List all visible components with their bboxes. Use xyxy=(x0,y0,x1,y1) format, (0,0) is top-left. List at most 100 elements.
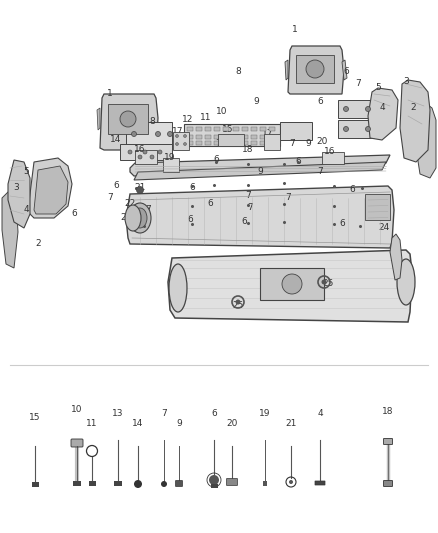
Circle shape xyxy=(167,132,173,136)
Text: 7: 7 xyxy=(317,167,323,176)
Circle shape xyxy=(150,155,154,159)
Text: 2: 2 xyxy=(410,103,416,112)
Circle shape xyxy=(343,107,349,111)
Circle shape xyxy=(236,300,240,304)
Circle shape xyxy=(120,111,136,127)
Text: 7: 7 xyxy=(161,408,167,417)
Text: 6: 6 xyxy=(213,156,219,165)
FancyBboxPatch shape xyxy=(196,127,202,131)
Circle shape xyxy=(365,107,371,111)
Text: 9: 9 xyxy=(257,167,263,176)
Polygon shape xyxy=(342,60,347,80)
Text: 8: 8 xyxy=(149,117,155,126)
FancyBboxPatch shape xyxy=(223,141,230,145)
FancyBboxPatch shape xyxy=(176,481,183,487)
Text: 6: 6 xyxy=(113,182,119,190)
Polygon shape xyxy=(288,46,344,94)
Circle shape xyxy=(137,187,144,193)
Text: 7: 7 xyxy=(109,125,115,134)
Text: 1: 1 xyxy=(107,90,113,99)
FancyBboxPatch shape xyxy=(260,135,266,139)
Polygon shape xyxy=(2,192,18,268)
FancyBboxPatch shape xyxy=(88,481,95,486)
Text: 9: 9 xyxy=(253,98,259,107)
FancyBboxPatch shape xyxy=(205,127,211,131)
FancyBboxPatch shape xyxy=(163,158,179,172)
Text: 9: 9 xyxy=(305,140,311,149)
FancyBboxPatch shape xyxy=(242,127,247,131)
FancyBboxPatch shape xyxy=(223,127,230,131)
Polygon shape xyxy=(285,60,288,80)
Polygon shape xyxy=(390,234,402,280)
FancyBboxPatch shape xyxy=(365,194,390,220)
Text: 4: 4 xyxy=(317,408,323,417)
Polygon shape xyxy=(28,158,72,218)
Text: 6: 6 xyxy=(339,220,345,229)
Text: 10: 10 xyxy=(71,406,83,415)
FancyBboxPatch shape xyxy=(32,482,39,487)
FancyBboxPatch shape xyxy=(260,127,266,131)
Text: 6: 6 xyxy=(189,183,195,192)
Circle shape xyxy=(321,279,326,285)
Text: 4: 4 xyxy=(379,103,385,112)
Text: 6: 6 xyxy=(211,408,217,417)
Text: 6: 6 xyxy=(317,98,323,107)
Polygon shape xyxy=(134,162,386,180)
Text: 6: 6 xyxy=(207,199,213,208)
Ellipse shape xyxy=(133,208,147,228)
Circle shape xyxy=(176,134,179,138)
Polygon shape xyxy=(8,160,30,228)
Text: 7: 7 xyxy=(247,204,253,213)
FancyBboxPatch shape xyxy=(384,481,392,487)
FancyBboxPatch shape xyxy=(196,135,202,139)
FancyBboxPatch shape xyxy=(214,135,220,139)
Circle shape xyxy=(138,155,142,159)
FancyBboxPatch shape xyxy=(315,481,325,485)
Circle shape xyxy=(134,480,142,488)
FancyBboxPatch shape xyxy=(205,141,211,145)
Text: 6: 6 xyxy=(343,68,349,77)
Text: 7: 7 xyxy=(355,79,361,88)
FancyBboxPatch shape xyxy=(211,484,218,488)
FancyBboxPatch shape xyxy=(264,134,280,150)
FancyBboxPatch shape xyxy=(214,141,220,145)
Text: 21: 21 xyxy=(285,418,297,427)
Circle shape xyxy=(282,274,302,294)
Text: 14: 14 xyxy=(110,135,122,144)
Text: 7: 7 xyxy=(145,206,151,214)
Text: 11: 11 xyxy=(200,114,212,123)
FancyBboxPatch shape xyxy=(226,479,237,486)
Text: 5: 5 xyxy=(375,84,381,93)
Circle shape xyxy=(289,480,293,484)
Circle shape xyxy=(365,126,371,132)
Text: 6: 6 xyxy=(241,217,247,227)
Text: 16: 16 xyxy=(134,146,146,155)
FancyBboxPatch shape xyxy=(214,127,220,131)
Polygon shape xyxy=(126,186,394,248)
Circle shape xyxy=(306,60,324,78)
Ellipse shape xyxy=(125,205,141,231)
Text: 6: 6 xyxy=(71,209,77,219)
Circle shape xyxy=(184,134,187,138)
Text: 15: 15 xyxy=(29,414,41,423)
Ellipse shape xyxy=(397,259,415,305)
FancyBboxPatch shape xyxy=(184,124,280,146)
FancyBboxPatch shape xyxy=(205,135,211,139)
Text: 20: 20 xyxy=(226,418,238,427)
Text: 2: 2 xyxy=(35,239,41,248)
Text: 3: 3 xyxy=(403,77,409,86)
Circle shape xyxy=(161,481,167,487)
FancyBboxPatch shape xyxy=(322,152,344,164)
Text: 25: 25 xyxy=(322,279,334,288)
Text: 7: 7 xyxy=(285,193,291,203)
FancyBboxPatch shape xyxy=(173,132,189,150)
FancyBboxPatch shape xyxy=(233,135,239,139)
Text: 9: 9 xyxy=(176,418,182,427)
FancyBboxPatch shape xyxy=(242,141,247,145)
Circle shape xyxy=(155,132,160,136)
Circle shape xyxy=(143,150,147,154)
Text: 7: 7 xyxy=(245,191,251,200)
Text: 1: 1 xyxy=(292,26,298,35)
Circle shape xyxy=(184,142,187,146)
Polygon shape xyxy=(34,166,68,214)
